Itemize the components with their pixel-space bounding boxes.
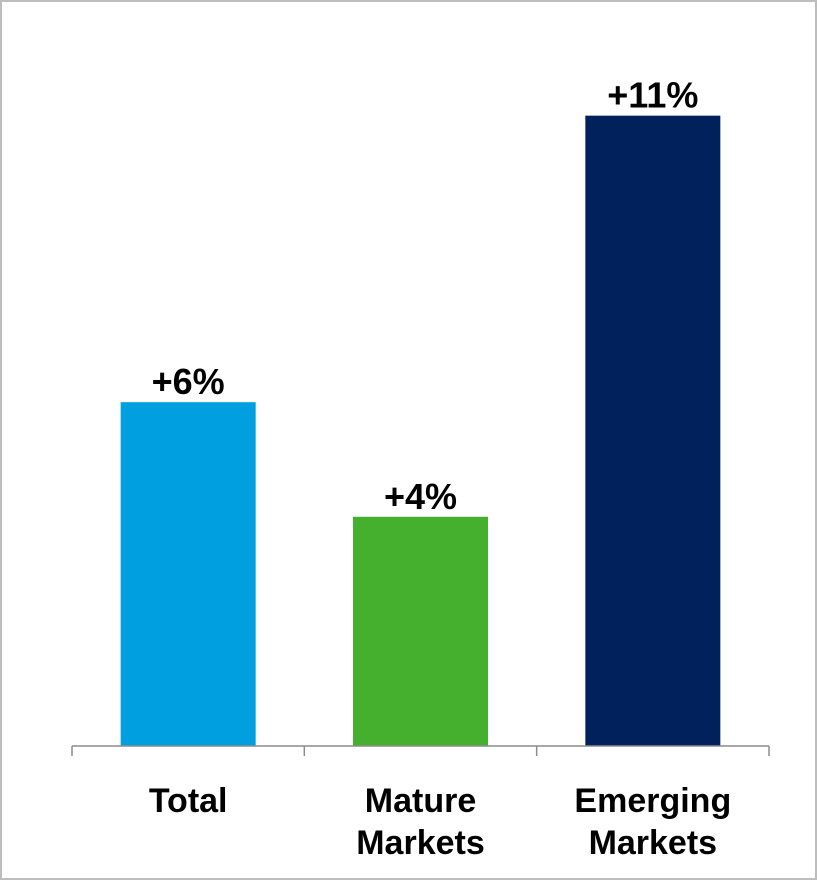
bars-group xyxy=(120,115,721,747)
data-label-0: +6% xyxy=(152,361,225,402)
data-label-2: +11% xyxy=(607,75,698,116)
data-label-1: +4% xyxy=(384,476,457,517)
bar-2 xyxy=(585,115,721,747)
category-label-0: Total xyxy=(149,782,228,820)
category-labels-group: Total Mature Markets Emerging Markets xyxy=(149,782,731,862)
category-label-1: Mature Markets xyxy=(356,782,485,862)
bar-1 xyxy=(353,516,488,746)
category-label-2: Emerging Markets xyxy=(574,782,731,862)
data-labels-group: +6% +4% +11% xyxy=(152,75,699,517)
bar-0 xyxy=(120,402,256,746)
x-axis xyxy=(71,745,770,756)
